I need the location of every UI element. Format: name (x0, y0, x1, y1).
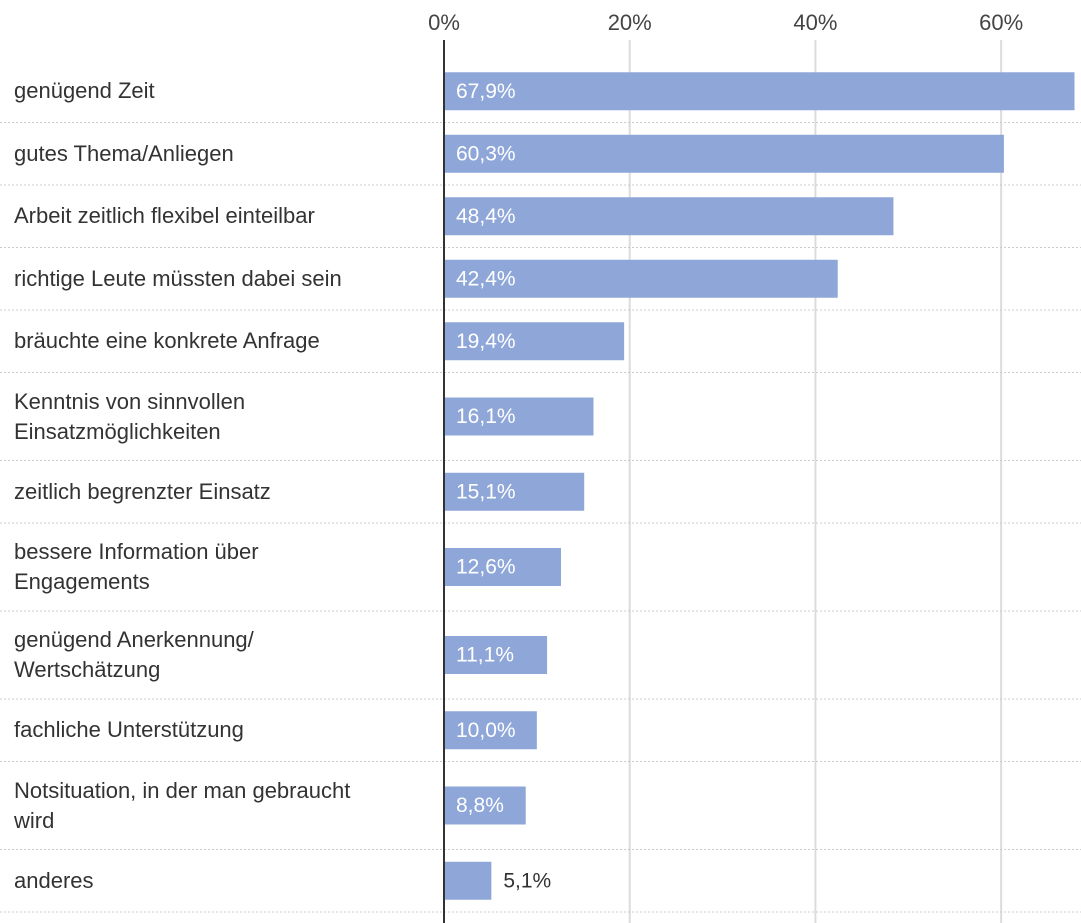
bar (444, 472, 585, 511)
bar (444, 397, 594, 436)
bar (444, 72, 1075, 111)
category-label: anderes (14, 867, 94, 893)
category-label: Notsituation, in der man gebraucht wird (14, 777, 351, 833)
bar (444, 322, 625, 361)
value-label: 5,1% (503, 869, 551, 892)
category-label: richtige Leute müssten dabei sein (14, 265, 342, 291)
category-label: fachliche Unterstützung (14, 717, 244, 743)
value-label: 42,4% (456, 267, 516, 290)
value-label: 16,1% (456, 405, 516, 428)
value-label: 15,1% (456, 480, 516, 503)
category-label: bessere Information über Engagements (14, 539, 259, 594)
x-tick-label: 60% (979, 10, 1023, 35)
value-label: 11,1% (456, 644, 514, 667)
x-tick-label: 40% (793, 10, 837, 35)
value-label: 67,9% (456, 80, 516, 103)
category-label: bräuchte eine konkrete Anfrage (14, 328, 320, 354)
category-label: genügend Zeit (14, 78, 155, 104)
category-label: Arbeit zeitlich flexibel einteilbar (14, 203, 315, 229)
category-label: zeitlich begrenzter Einsatz (14, 478, 271, 504)
category-label: Kenntnis von sinnvollen Einsatzmöglichke… (14, 388, 246, 444)
bar (444, 548, 561, 586)
bar (444, 636, 548, 674)
bar (444, 134, 1004, 173)
value-label: 60,3% (456, 142, 516, 165)
bar (444, 711, 537, 750)
bar (444, 259, 838, 298)
x-tick-label: 20% (608, 10, 652, 35)
value-label: 19,4% (456, 330, 516, 353)
bar (444, 861, 492, 900)
value-label: 10,0% (456, 719, 516, 742)
x-tick-label: 0% (428, 10, 460, 35)
value-label: 48,4% (456, 205, 516, 228)
value-label: 8,8% (456, 794, 504, 817)
category-label: gutes Thema/Anliegen (14, 140, 234, 166)
value-label: 12,6% (456, 556, 516, 579)
bar (444, 786, 526, 825)
bar (444, 197, 894, 236)
category-label: genügend Anerkennung/ Wertschätzung (14, 627, 254, 682)
